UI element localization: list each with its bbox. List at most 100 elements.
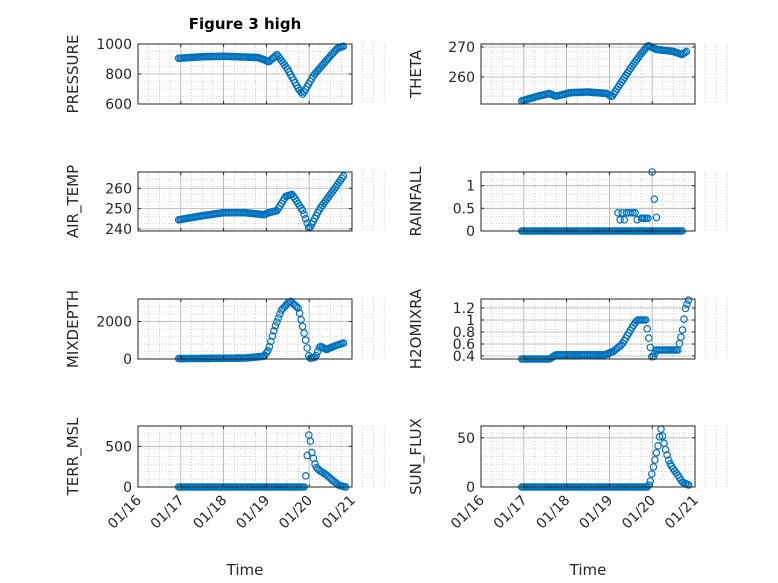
panel-4-data-point [298, 322, 307, 331]
panel-4-data-point [294, 304, 302, 312]
panel-5-y-tick-label: 1 [466, 313, 475, 329]
panel-6-axes-box [137, 425, 353, 488]
panel-4-data-point [267, 337, 275, 346]
panel-3-y-tick-label: 0 [466, 224, 475, 240]
panel-4-axes-box [137, 298, 353, 360]
panel-7-y-axis-label: SUN_FLUX [407, 418, 426, 495]
panel-7-data-point [654, 441, 662, 450]
panel-2-data-point [338, 174, 346, 183]
panel-6-y-tick-label: 500 [105, 439, 132, 455]
panel-3-data-point [620, 215, 629, 224]
panel-4-data-point [271, 322, 280, 330]
panel-4-data-point [310, 353, 319, 362]
panel-3-data-point [629, 209, 637, 217]
panel-6-x-tick-label: 01/18 [191, 493, 231, 533]
x-axis-label-right: Time [569, 561, 607, 579]
panel-7-x-tick-label: 01/16 [448, 492, 488, 532]
panel-3-y-axis-label: RAINFALL [407, 166, 425, 237]
panel-4-y-tick-label: 2000 [96, 315, 132, 331]
panel-4-data-point [274, 314, 283, 322]
panel-6-x-tick-label: 01/17 [148, 493, 188, 533]
panel-3-data-point [644, 214, 652, 223]
panel-7-data-point [647, 470, 656, 478]
panel-7-data-point [658, 432, 667, 441]
panel-7-x-tick-label: 01/20 [619, 493, 659, 533]
panel-5-data-point [677, 333, 685, 342]
panel-7-axes-box [480, 425, 696, 488]
panel-5-data-point [643, 324, 652, 333]
panel-7-data-point [684, 481, 693, 489]
panel-4-data-point [264, 346, 272, 355]
panel-2-y-tick-label: 240 [105, 222, 132, 238]
panel-4-data-point [268, 332, 277, 340]
panel-5-y-tick-label: 0.8 [453, 325, 475, 341]
panel-5-data-point [675, 339, 684, 348]
panel-5-y-tick-label: 0.4 [453, 349, 475, 365]
panel-6-data-point [306, 437, 315, 445]
panel-5-y-axis-label: H2OMIXRA [407, 288, 425, 369]
panel-1-y-axis-label: THETA [407, 49, 425, 99]
panel-3-data-point [626, 209, 635, 217]
panel-4-data-point [339, 339, 348, 347]
panel-7-x-tick-label: 01/18 [534, 493, 574, 533]
panel-7-data-point [657, 425, 665, 433]
panel-0-y-tick-label: 600 [105, 97, 132, 113]
panel-5-data-point [644, 334, 653, 342]
panel-7-data-point [649, 463, 658, 471]
panel-7-data-point [664, 456, 673, 465]
panel-6-x-tick-label: 01/19 [233, 493, 273, 533]
panel-7-data-point [651, 456, 659, 464]
panel-7-x-tick-label: 01/17 [491, 493, 531, 533]
panel-3-y-tick-label: 1 [466, 179, 475, 195]
panel-3-data-point [652, 213, 661, 222]
panel-6-y-tick-label: 0 [123, 480, 132, 496]
panel-2-data-point [298, 206, 307, 215]
panel-5-data-point [681, 304, 690, 313]
panel-6-x-tick-label: 01/16 [105, 492, 145, 532]
panel-2-data-point [339, 172, 348, 180]
panel-4-data-point [300, 329, 308, 337]
panel-4-y-axis-label: MIXDEPTH [64, 290, 82, 368]
panel-1-data-point [681, 48, 689, 57]
panel-1-data-point [605, 91, 614, 100]
x-axis-label-left: Time [226, 561, 264, 579]
figure-title: Figure 3 high [189, 15, 302, 33]
panel-3-data-point [650, 195, 659, 204]
panel-1-y-tick-label: 270 [448, 40, 475, 56]
panel-2-data-point [301, 215, 310, 223]
panel-6-x-tick-label: 01/20 [276, 493, 316, 533]
panel-3-axes-box [480, 171, 696, 232]
panel-7-y-tick-label: 50 [457, 431, 475, 447]
panel-2-axes-box [137, 171, 353, 232]
panel-4-data-point [276, 310, 284, 318]
panel-7-data-point [652, 448, 661, 457]
panel-1-axes-box [480, 43, 696, 105]
panel-5-data-point [683, 300, 691, 309]
panel-7-data-point [661, 445, 670, 454]
panel-3-data-point [614, 209, 622, 217]
panel-2-data-point [300, 210, 308, 219]
panel-0-y-axis-label: PRESSURE [64, 35, 82, 114]
panel-4-data-point [297, 315, 305, 324]
panel-6-x-tick-label: 01/21 [319, 493, 359, 533]
panel-1-y-tick-label: 260 [448, 70, 475, 86]
panel-3-data-point [631, 209, 639, 217]
panel-2-y-tick-label: 260 [105, 181, 132, 197]
panel-5-data-point [646, 343, 655, 352]
panel-0-y-tick-label: 1000 [96, 37, 132, 53]
panel-4-data-point [270, 326, 278, 335]
panel-2-y-axis-label: AIR_TEMP [64, 165, 83, 238]
panel-3-data-point [616, 215, 624, 224]
panel-4-data-point [301, 336, 310, 345]
panel-0-y-tick-label: 800 [105, 67, 132, 83]
panel-7-data-point [655, 432, 664, 441]
panel-5-y-tick-label: 1.2 [453, 301, 475, 317]
panel-5-data-point [641, 316, 650, 324]
panel-2-y-tick-label: 250 [105, 202, 132, 218]
panel-5-data-point [680, 315, 688, 324]
panel-4-data-point [292, 302, 301, 311]
panel-7-x-tick-label: 01/21 [662, 493, 702, 533]
panel-4-data-point [273, 318, 281, 326]
panel-3-y-tick-label: 0.5 [453, 201, 475, 217]
